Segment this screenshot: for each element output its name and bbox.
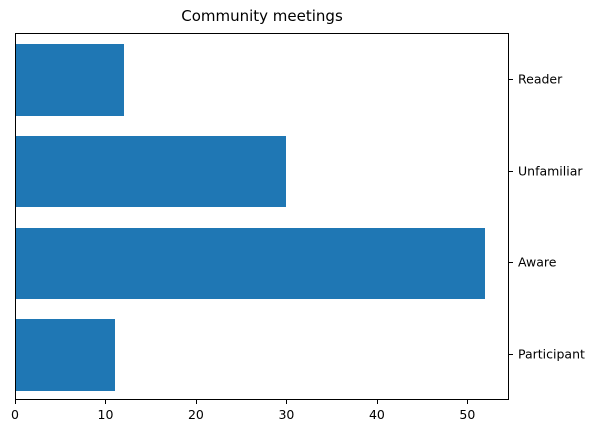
x-tick-label-50: 50 xyxy=(459,407,476,422)
x-tick-label-10: 10 xyxy=(97,407,114,422)
x-tick-mark xyxy=(286,400,287,404)
y-tick-mark xyxy=(509,354,513,355)
y-tick-label-aware: Aware xyxy=(518,254,557,270)
bar-unfamiliar xyxy=(16,135,287,208)
x-tick-label-20: 20 xyxy=(187,407,204,422)
x-tick-label-0: 0 xyxy=(11,407,19,422)
y-tick-label-participant: Participant xyxy=(518,346,585,362)
y-tick-label-unfamiliar: Unfamiliar xyxy=(518,163,583,179)
x-tick-mark xyxy=(105,400,106,404)
bar-participant xyxy=(16,319,116,391)
x-tick-label-30: 30 xyxy=(278,407,295,422)
chart-title: Community meetings xyxy=(181,7,343,25)
bar-reader xyxy=(16,44,125,116)
y-tick-mark xyxy=(509,79,513,80)
y-tick-mark xyxy=(509,171,513,172)
x-tick-label-40: 40 xyxy=(368,407,385,422)
plot-area xyxy=(15,33,509,400)
y-tick-mark xyxy=(509,262,513,263)
x-tick-mark xyxy=(377,400,378,404)
x-tick-mark xyxy=(15,400,16,404)
x-tick-mark xyxy=(196,400,197,404)
x-tick-mark xyxy=(467,400,468,404)
bar-aware xyxy=(16,227,485,300)
y-tick-label-reader: Reader xyxy=(518,71,563,87)
